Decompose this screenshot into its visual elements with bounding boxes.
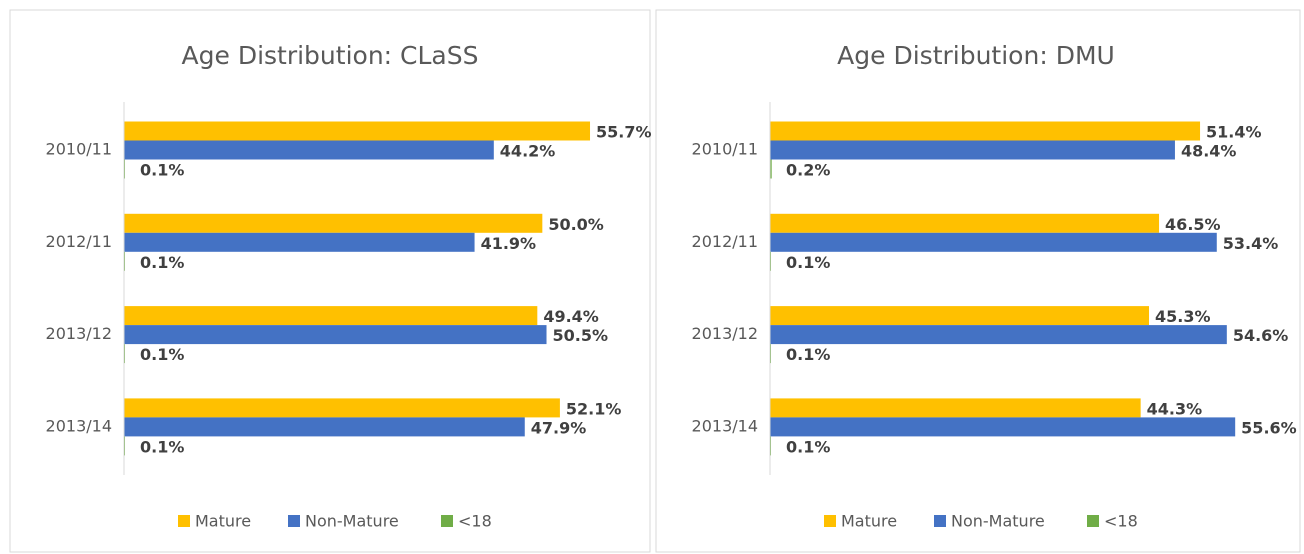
bar bbox=[770, 398, 1141, 418]
bar bbox=[124, 140, 494, 160]
data-label: 55.6% bbox=[1241, 418, 1297, 437]
bar bbox=[770, 232, 1217, 252]
data-label: 0.1% bbox=[786, 345, 830, 364]
bar bbox=[124, 232, 475, 252]
bar bbox=[124, 213, 543, 233]
data-label: 0.1% bbox=[786, 253, 830, 272]
bar bbox=[770, 121, 1201, 141]
data-label: 44.2% bbox=[500, 142, 556, 161]
legend-label: <18 bbox=[1104, 512, 1138, 531]
data-label: 0.2% bbox=[786, 161, 830, 180]
category-label: 2010/11 bbox=[692, 140, 758, 159]
data-label: 0.1% bbox=[140, 253, 184, 272]
data-label: 54.6% bbox=[1233, 326, 1289, 345]
data-label: 45.3% bbox=[1155, 307, 1211, 326]
category-label: 2013/14 bbox=[46, 416, 112, 435]
data-label: 48.4% bbox=[1181, 142, 1237, 161]
legend-swatch bbox=[288, 515, 300, 527]
data-label: 55.7% bbox=[596, 123, 652, 142]
legend-swatch bbox=[441, 515, 453, 527]
data-label: 0.1% bbox=[140, 437, 184, 456]
bar bbox=[124, 325, 547, 345]
data-label: 44.3% bbox=[1147, 399, 1203, 418]
category-label: 2012/11 bbox=[46, 232, 112, 251]
bar bbox=[770, 306, 1150, 326]
data-label: 46.5% bbox=[1165, 215, 1221, 234]
legend-label: Non-Mature bbox=[951, 512, 1045, 531]
bar bbox=[770, 417, 1236, 437]
bar bbox=[770, 140, 1175, 160]
category-label: 2010/11 bbox=[46, 140, 112, 159]
bar bbox=[770, 325, 1227, 345]
chart-title: Age Distribution: CLaSS bbox=[182, 41, 479, 70]
bar bbox=[124, 417, 525, 437]
bar bbox=[770, 213, 1160, 233]
data-label: 41.9% bbox=[481, 234, 537, 253]
data-label: 50.0% bbox=[548, 215, 604, 234]
data-label: 53.4% bbox=[1223, 234, 1279, 253]
bar bbox=[770, 159, 772, 179]
data-label: 0.1% bbox=[786, 437, 830, 456]
data-label: 47.9% bbox=[531, 418, 587, 437]
legend-swatch bbox=[934, 515, 946, 527]
data-label: 0.1% bbox=[140, 161, 184, 180]
bar bbox=[124, 306, 538, 326]
bar bbox=[124, 398, 560, 418]
legend-label: Mature bbox=[195, 512, 251, 531]
data-label: 49.4% bbox=[543, 307, 599, 326]
legend-label: Mature bbox=[841, 512, 897, 531]
legend-swatch bbox=[1087, 515, 1099, 527]
panel bbox=[655, 9, 1301, 553]
data-label: 51.4% bbox=[1206, 123, 1262, 142]
data-label: 0.1% bbox=[140, 345, 184, 364]
data-label: 50.5% bbox=[553, 326, 609, 345]
category-label: 2012/11 bbox=[692, 232, 758, 251]
data-label: 52.1% bbox=[566, 399, 622, 418]
category-label: 2013/12 bbox=[46, 324, 112, 343]
category-label: 2013/12 bbox=[692, 324, 758, 343]
category-label: 2013/14 bbox=[692, 416, 758, 435]
panel bbox=[9, 9, 651, 553]
legend-swatch bbox=[178, 515, 190, 527]
legend-label: <18 bbox=[458, 512, 492, 531]
legend-swatch bbox=[824, 515, 836, 527]
legend-label: Non-Mature bbox=[305, 512, 399, 531]
bar bbox=[124, 121, 591, 141]
chart-title: Age Distribution: DMU bbox=[837, 41, 1115, 70]
